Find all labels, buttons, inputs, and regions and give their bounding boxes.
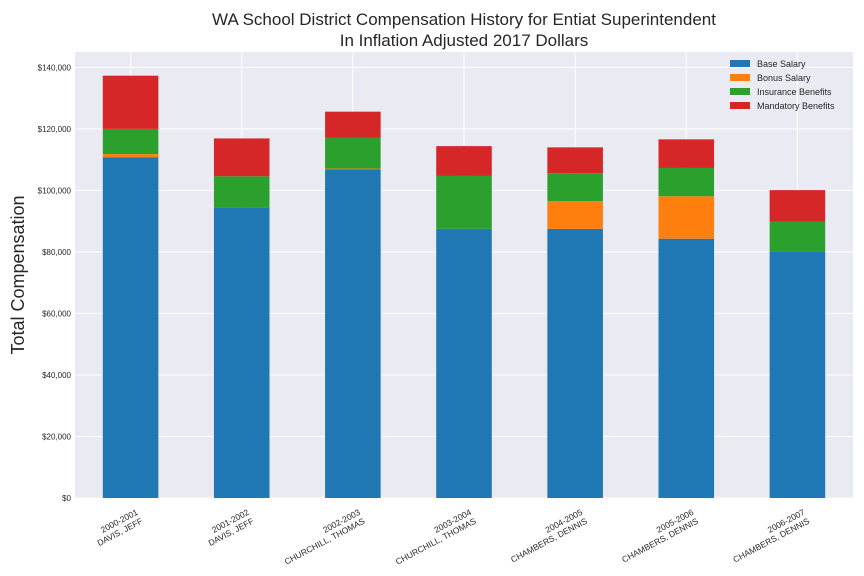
bar-segment [436,175,492,229]
bar-segment [325,137,381,169]
bar-segment [102,157,159,498]
bar-segment [436,146,492,176]
bar-segment [102,154,159,158]
legend: Base Salary Bonus Salary Insurance Benefit… [730,59,835,111]
bar-segment [658,167,715,197]
bar-segment [769,251,826,498]
chart-subtitle: In Inflation Adjusted 2017 Dollars [340,31,589,50]
legend-swatch [730,102,750,109]
y-tick-label: $100,000 [38,186,72,195]
y-tick-label: $0 [62,494,71,503]
bar-segment [658,196,715,239]
y-tick-label: $20,000 [42,432,71,441]
legend-swatch [730,60,750,67]
bar-segment [658,139,715,168]
bar-segment [547,147,603,174]
legend-swatch [730,74,750,81]
bar-segment [547,173,603,202]
bar-segment [547,201,603,229]
legend-label: Bonus Salary [757,73,811,83]
bar-segment [769,190,826,222]
y-tick-label: $120,000 [38,125,72,134]
bar-segment [213,176,270,208]
y-tick-label: $140,000 [38,63,72,72]
bar-segment [102,75,159,129]
bars [102,75,826,499]
bar-segment [547,228,603,499]
y-axis-label: Total Compensation [8,195,28,354]
y-tick-label: $60,000 [42,309,71,318]
bar-segment [325,111,381,138]
bar-segment [102,128,159,155]
bar-segment [213,138,270,177]
bar-segment [325,169,381,498]
y-tick-label: $80,000 [42,248,71,257]
bar-segment [658,238,715,498]
bar-segment [325,168,381,170]
legend-label: Mandatory Benefits [757,101,835,111]
y-tick-label: $40,000 [42,371,71,380]
legend-label: Insurance Benefits [757,87,832,97]
legend-swatch [730,88,750,95]
bar-segment [769,221,826,252]
legend-label: Base Salary [757,59,806,69]
bar-segment [213,207,270,498]
y-axis-ticks: $0 $20,000 $40,000 $60,000 $80,000 $100,000 $1… [38,63,72,503]
chart-title: WA School District Compensation History … [212,10,716,29]
bar-segment [436,228,492,499]
